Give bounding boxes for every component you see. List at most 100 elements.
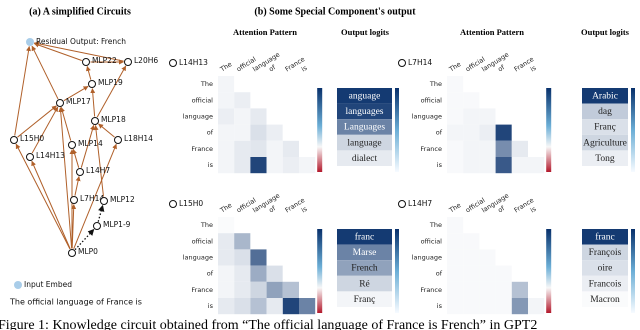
attention-cell <box>511 157 528 174</box>
logit-token: languages <box>346 107 384 117</box>
left-title: (a) A simplified Circuits <box>29 6 131 17</box>
node <box>10 136 18 144</box>
edge <box>74 175 81 196</box>
attention-colorbar <box>546 229 552 313</box>
panel-name: L14H13 <box>179 58 208 67</box>
logit-cell <box>337 134 392 151</box>
attention-cell <box>299 233 316 250</box>
row-token: of <box>436 270 443 278</box>
row-token: official <box>421 96 443 104</box>
panel-dot <box>169 59 177 67</box>
attention-cell <box>495 249 512 266</box>
io-dot <box>26 38 34 46</box>
attention-header: Attention Pattern <box>233 27 297 37</box>
node <box>70 196 78 204</box>
node-label: MLP14 <box>78 139 103 148</box>
attention-cell <box>282 298 299 315</box>
attention-cell <box>528 140 545 157</box>
sentence: The official language of France is <box>9 298 142 307</box>
attention-cell <box>234 157 251 174</box>
io-dot <box>14 281 22 289</box>
attention-cell <box>266 140 283 157</box>
attention-cell <box>266 298 283 315</box>
node <box>100 197 108 205</box>
row-token: language <box>412 254 442 262</box>
col-token: is <box>300 64 309 74</box>
row-token: official <box>421 237 443 245</box>
attention-cell <box>299 281 316 298</box>
attention-cell <box>234 217 251 234</box>
attention-cell <box>479 249 496 266</box>
attention-cell <box>447 76 464 93</box>
attention-cell <box>528 265 545 282</box>
row-token: of <box>207 129 214 137</box>
logit-cell <box>582 229 628 245</box>
attention-cell <box>266 124 283 141</box>
attention-cell <box>511 124 528 141</box>
attention-cell <box>282 108 299 125</box>
attention-cell <box>282 249 299 266</box>
node <box>88 80 96 88</box>
attention-cell <box>463 140 480 157</box>
attention-cell <box>250 249 267 266</box>
node <box>56 99 64 107</box>
attention-cell <box>463 108 480 125</box>
attention-cell <box>299 108 316 125</box>
attention-cell <box>479 217 496 234</box>
attention-cell <box>511 217 528 234</box>
attention-cell <box>218 217 235 234</box>
row-token: language <box>412 113 442 121</box>
attention-cell <box>511 265 528 282</box>
node-label: MLP19 <box>98 78 123 87</box>
attention-cell <box>282 217 299 234</box>
row-token: is <box>437 302 443 310</box>
attention-cell <box>511 108 528 125</box>
row-token: of <box>436 129 443 137</box>
attention-cell <box>463 76 480 93</box>
logit-token: Francois <box>589 279 622 289</box>
logit-token: Franç <box>354 295 376 305</box>
attention-cell <box>218 124 235 141</box>
attention-cell <box>495 298 512 315</box>
node-label: MLP22 <box>92 56 117 65</box>
col-token: is <box>300 205 309 215</box>
node-label: L18H14 <box>124 134 153 143</box>
logit-token: Ré <box>359 279 370 289</box>
row-token: official <box>192 237 214 245</box>
attention-cell <box>299 298 316 315</box>
attention-cell <box>479 92 496 109</box>
logit-token: franc <box>595 231 615 242</box>
attention-cell <box>250 108 267 125</box>
attention-cell <box>218 265 235 282</box>
attention-cell <box>447 108 464 125</box>
edge <box>33 42 82 61</box>
logit-token: Macron <box>590 295 620 305</box>
attention-cell <box>234 249 251 266</box>
row-token: The <box>429 221 442 229</box>
row-token: The <box>429 80 442 88</box>
col-token: of <box>496 204 506 214</box>
attention-cell <box>463 298 480 315</box>
attention-cell <box>218 92 235 109</box>
attention-cell <box>218 108 235 125</box>
node <box>124 58 132 66</box>
attention-cell <box>495 140 512 157</box>
attention-cell <box>447 217 464 234</box>
col-token: The <box>447 60 462 74</box>
node <box>114 136 122 144</box>
logit-cell <box>582 103 628 120</box>
attention-cell <box>250 76 267 93</box>
row-token: language <box>183 113 213 121</box>
logit-cell <box>582 119 628 135</box>
attention-cell <box>463 233 480 250</box>
attention-cell <box>495 233 512 250</box>
logit-token: Arabic <box>592 91 618 101</box>
attention-cell <box>463 124 480 141</box>
attention-cell <box>250 281 267 298</box>
row-token: France <box>420 286 442 294</box>
attention-cell <box>447 157 464 174</box>
attention-cell <box>218 76 235 93</box>
col-token: of <box>496 63 506 73</box>
attention-cell <box>299 140 316 157</box>
row-token: The <box>200 80 213 88</box>
